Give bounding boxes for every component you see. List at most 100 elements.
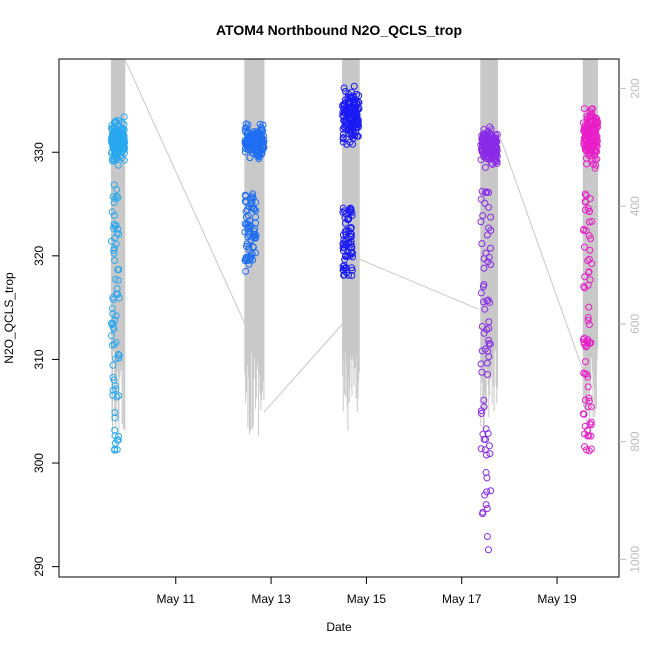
data-point — [111, 414, 119, 422]
data-point — [112, 385, 120, 393]
data-point — [244, 211, 252, 219]
data-point — [107, 237, 115, 245]
data-point — [485, 224, 493, 232]
x-tick-label: May 11 — [157, 592, 196, 606]
data-point — [588, 149, 596, 157]
data-point — [480, 126, 488, 134]
data-point — [111, 275, 119, 283]
x-tick-label: May 15 — [347, 592, 387, 606]
data-point — [479, 282, 487, 290]
data-point — [339, 138, 347, 146]
data-point — [114, 266, 122, 274]
data-point — [260, 136, 268, 144]
data-point — [483, 504, 491, 512]
data-point — [584, 339, 592, 347]
data-point — [585, 121, 593, 129]
data-point — [252, 219, 260, 227]
data-point — [482, 501, 490, 509]
data-point — [115, 230, 123, 238]
data-point — [115, 354, 123, 362]
right-tick-label: 1000 — [628, 546, 642, 573]
data-point — [348, 266, 356, 274]
data-point — [491, 138, 499, 146]
data-point — [491, 146, 499, 154]
data-point — [481, 305, 489, 313]
data-point — [342, 116, 350, 124]
data-point — [244, 223, 252, 231]
data-point — [109, 294, 117, 302]
data-point — [113, 192, 121, 200]
data-point — [579, 410, 587, 418]
data-point — [579, 336, 587, 344]
data-point — [584, 205, 592, 213]
data-point — [585, 394, 593, 402]
data-point — [587, 235, 595, 243]
data-point — [484, 430, 492, 438]
data-point — [340, 117, 348, 125]
x-tick-label: May 13 — [251, 592, 291, 606]
data-point — [114, 161, 122, 169]
x-tick-label: May 17 — [442, 592, 482, 606]
data-point — [348, 250, 356, 258]
right-tick-label: 600 — [628, 314, 642, 334]
data-point — [244, 128, 252, 136]
y-axis-label: N2O_QCLS_trop — [2, 272, 16, 364]
data-point — [483, 474, 491, 482]
data-point — [581, 422, 589, 430]
data-point — [584, 314, 592, 322]
data-point — [339, 108, 347, 116]
data-point — [478, 347, 486, 355]
data-point — [242, 254, 250, 262]
data-point — [340, 207, 348, 215]
data-point — [259, 121, 267, 129]
data-point — [344, 239, 352, 247]
data-point — [581, 273, 589, 281]
data-point — [247, 200, 255, 208]
data-point — [345, 227, 353, 235]
altitude-transit-line — [124, 58, 246, 325]
data-point — [252, 198, 260, 206]
data-point — [354, 123, 362, 131]
data-point — [345, 123, 353, 131]
data-point — [348, 271, 356, 279]
data-point — [346, 93, 354, 101]
data-point — [120, 140, 128, 148]
data-point — [583, 114, 591, 122]
data-point — [110, 181, 118, 189]
data-point — [480, 403, 488, 411]
data-point — [248, 199, 256, 207]
data-point — [120, 113, 128, 121]
data-point — [580, 410, 588, 418]
data-point — [248, 250, 256, 258]
data-point — [350, 106, 358, 114]
data-point — [241, 138, 249, 146]
data-point — [584, 142, 592, 150]
data-point — [252, 234, 260, 242]
data-point — [482, 425, 490, 433]
data-point — [582, 227, 590, 235]
data-point — [245, 243, 253, 251]
data-point — [585, 303, 593, 311]
data-point — [485, 353, 493, 361]
data-point — [345, 215, 353, 223]
data-point — [245, 245, 253, 253]
data-point — [354, 120, 362, 128]
data-point — [111, 144, 119, 152]
data-point — [477, 218, 485, 226]
data-point — [478, 240, 486, 248]
data-point — [580, 124, 588, 132]
data-point — [591, 164, 599, 172]
data-point — [588, 110, 596, 118]
data-point — [579, 226, 587, 234]
data-point — [345, 271, 353, 279]
data-point — [584, 257, 592, 265]
data-point — [110, 247, 118, 255]
plot-frame — [58, 58, 620, 578]
data-point — [483, 188, 491, 196]
data-point — [339, 208, 347, 216]
data-point — [491, 141, 499, 149]
y-tick-label: 300 — [32, 453, 46, 473]
data-point — [586, 339, 594, 347]
data-point — [481, 150, 489, 158]
data-point — [481, 199, 489, 207]
